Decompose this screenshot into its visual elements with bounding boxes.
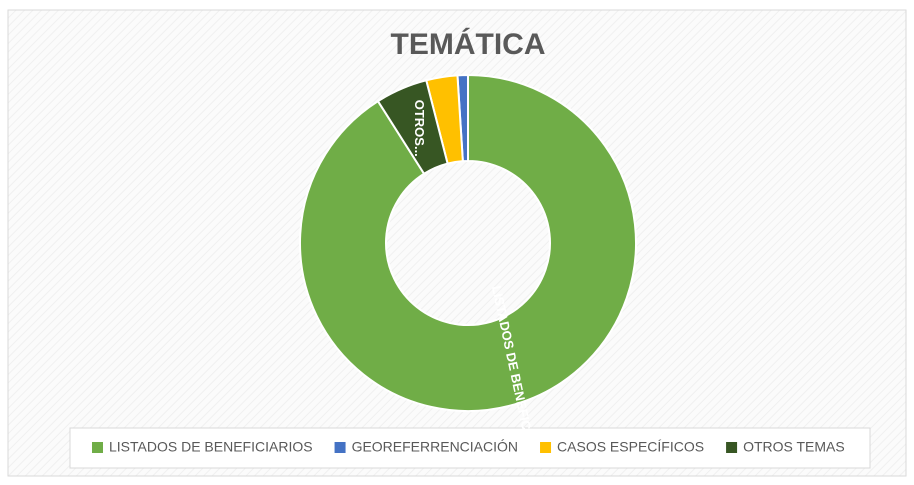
legend-swatch	[726, 442, 738, 453]
legend-label: OTROS TEMAS	[743, 439, 845, 455]
legend-label: CASOS ESPECÍFICOS	[557, 439, 704, 455]
doughnut-slice	[299, 73, 637, 412]
legend-label: GEOREFERRENCIACIÓN	[352, 439, 518, 455]
data-label: OTROS...	[412, 100, 427, 157]
legend-swatch	[540, 442, 552, 453]
chart-title: TEMÁTICA	[391, 27, 546, 61]
legend-label: LISTADOS DE BENEFICIARIOS	[109, 439, 313, 455]
doughnut-slice	[376, 79, 449, 176]
legend-swatch	[334, 442, 346, 453]
doughnut-slice	[425, 74, 464, 165]
legend-swatch	[92, 442, 103, 453]
